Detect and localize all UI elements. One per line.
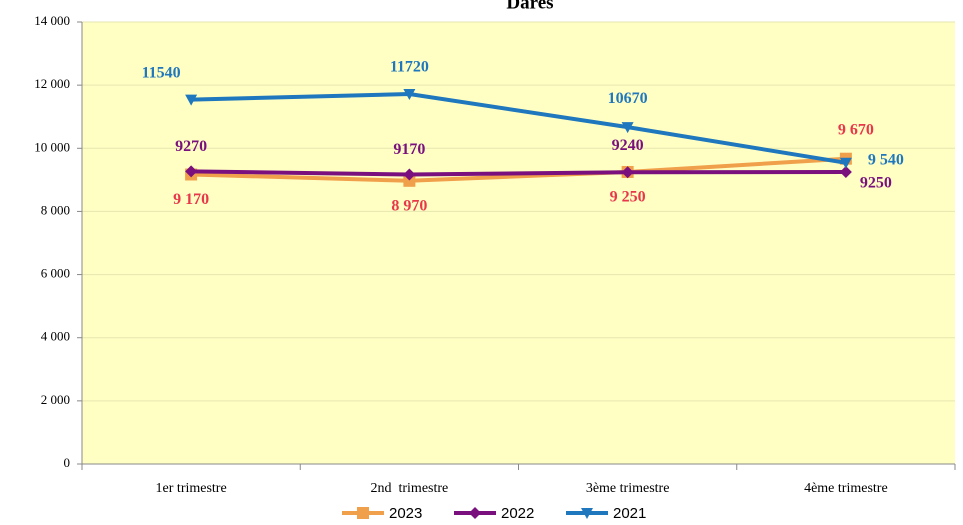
data-label: 9 170 [173, 191, 209, 208]
data-label: 11720 [390, 59, 429, 76]
marker [581, 508, 593, 519]
marker [839, 157, 852, 169]
data-label: 9170 [393, 141, 425, 158]
y-tick-label: 8 000 [41, 202, 70, 217]
marker [403, 88, 416, 100]
series-line [191, 156, 846, 183]
y-tick-label: 4 000 [41, 329, 70, 344]
data-label: 9 670 [838, 121, 874, 138]
marker [185, 94, 198, 106]
marker [357, 507, 369, 519]
data-label: 11540 [142, 64, 181, 81]
plot-area [82, 22, 955, 464]
marker [403, 168, 416, 181]
legend-label: 2022 [501, 505, 534, 522]
x-tick-label: 1er trimestre [156, 481, 227, 496]
data-label: 9 250 [610, 189, 646, 206]
legend-label: 2023 [389, 505, 422, 522]
data-label: 10670 [608, 90, 648, 107]
marker [621, 122, 634, 134]
y-tick-label: 6 000 [41, 266, 70, 281]
marker [469, 507, 481, 519]
x-tick-label: 4ème trimestre [804, 481, 888, 496]
data-label: 9240 [612, 137, 644, 154]
series-line [191, 169, 846, 177]
marker [839, 165, 852, 178]
y-tick-label: 10 000 [34, 139, 70, 154]
data-label: 9270 [175, 138, 207, 155]
y-tick-label: 12 000 [34, 76, 70, 91]
data-label: 9250 [860, 175, 892, 192]
legend-label: 2021 [613, 505, 646, 522]
data-label: 8 970 [391, 197, 427, 214]
series-line [191, 91, 847, 165]
marker [621, 166, 634, 179]
y-tick-label: 2 000 [41, 392, 70, 407]
marker [185, 165, 198, 178]
y-tick-label: 14 000 [34, 13, 70, 28]
data-label: 9 540 [868, 151, 904, 168]
chart-title: Dares [506, 0, 553, 13]
y-tick-label: 0 [64, 455, 71, 470]
marker [403, 174, 416, 187]
x-tick-label: 2nd trimestre [370, 481, 448, 496]
x-tick-label: 3ème trimestre [586, 481, 670, 496]
